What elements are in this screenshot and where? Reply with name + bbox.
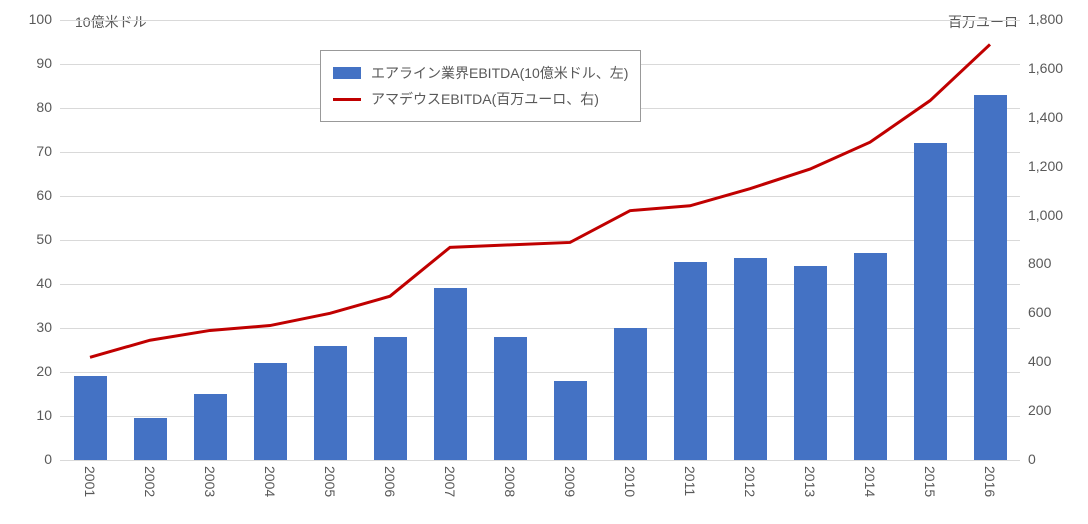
bar [854,253,887,460]
bar [134,418,167,460]
bar [674,262,707,460]
legend-swatch-line [333,98,361,101]
legend-label-bar: エアライン業界EBITDA(10億米ドル、左) [371,63,628,83]
left-tick-label: 30 [2,319,52,335]
x-tick-label: 2001 [82,466,98,497]
legend-label-line: アマデウスEBITDA(百万ユーロ、右) [371,89,599,109]
bar [734,258,767,460]
bar [254,363,287,460]
bar [614,328,647,460]
right-tick-label: 200 [1028,402,1051,418]
x-tick-label: 2008 [502,466,518,497]
right-tick-label: 400 [1028,353,1051,369]
gridline [60,152,1020,153]
bar [374,337,407,460]
bar [434,288,467,460]
x-tick-label: 2011 [682,466,698,496]
x-tick-label: 2013 [802,466,818,497]
left-tick-label: 90 [2,55,52,71]
right-tick-label: 1,600 [1028,60,1063,76]
right-tick-label: 0 [1028,451,1036,467]
legend-item-bar: エアライン業界EBITDA(10億米ドル、左) [333,63,628,83]
bar [554,381,587,460]
left-tick-label: 80 [2,99,52,115]
x-tick-label: 2016 [982,466,998,497]
x-tick-label: 2014 [862,466,878,497]
gridline [60,20,1020,21]
bar [494,337,527,460]
gridline [60,196,1020,197]
bar [914,143,947,460]
right-tick-label: 1,800 [1028,11,1063,27]
x-tick-label: 2003 [202,466,218,497]
right-tick-label: 1,200 [1028,158,1063,174]
x-tick-label: 2009 [562,466,578,497]
x-tick-label: 2005 [322,466,338,497]
legend-swatch-bar [333,67,361,79]
left-tick-label: 100 [2,11,52,27]
left-tick-label: 10 [2,407,52,423]
legend-item-line: アマデウスEBITDA(百万ユーロ、右) [333,89,628,109]
right-tick-label: 600 [1028,304,1051,320]
x-tick-label: 2006 [382,466,398,497]
bar [794,266,827,460]
bar [74,376,107,460]
bar [194,394,227,460]
right-tick-label: 1,400 [1028,109,1063,125]
right-tick-label: 1,000 [1028,207,1063,223]
bar [314,346,347,460]
left-tick-label: 0 [2,451,52,467]
x-tick-label: 2002 [142,466,158,497]
left-tick-label: 40 [2,275,52,291]
gridline [60,240,1020,241]
ebitda-chart: 10億米ドル 百万ユーロ エアライン業界EBITDA(10億米ドル、左) アマデ… [0,0,1088,524]
left-tick-label: 60 [2,187,52,203]
x-tick-label: 2010 [622,466,638,497]
right-tick-label: 800 [1028,255,1051,271]
x-tick-label: 2007 [442,466,458,497]
legend: エアライン業界EBITDA(10億米ドル、左) アマデウスEBITDA(百万ユー… [320,50,641,122]
left-tick-label: 20 [2,363,52,379]
gridline [60,460,1020,461]
bar [974,95,1007,460]
left-tick-label: 50 [2,231,52,247]
x-tick-label: 2012 [742,466,758,497]
x-tick-label: 2004 [262,466,278,497]
left-tick-label: 70 [2,143,52,159]
x-tick-label: 2015 [922,466,938,497]
